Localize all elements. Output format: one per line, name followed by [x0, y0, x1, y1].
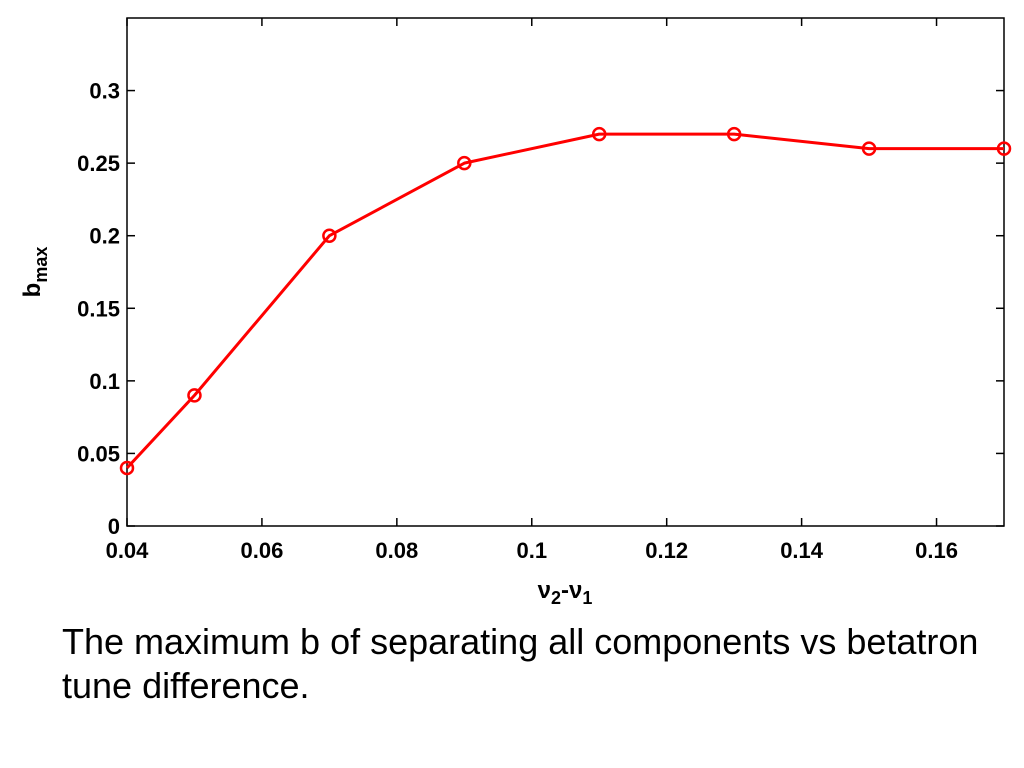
x-tick-label: 0.1 — [516, 538, 547, 563]
x-axis-label: ν2-ν1 — [538, 577, 593, 608]
y-tick-label: 0.05 — [77, 441, 120, 466]
data-point — [187, 388, 202, 403]
y-tick-label: 0.3 — [89, 79, 120, 104]
series-line — [125, 132, 1004, 469]
x-tick-label: 0.04 — [106, 538, 150, 563]
x-tick-label: 0.06 — [241, 538, 284, 563]
data-point — [861, 141, 877, 156]
x-axis: 0.04 0.06 0.08 0.1 0.12 0.14 0.16 — [106, 18, 958, 563]
line-chart: 00.050.10.150.20.250.3 0.04 0.06 0.08 0.1 0.… — [19, 17, 1012, 608]
y-axis-label: bmax — [19, 247, 51, 298]
x-label-sub-2: 1 — [582, 588, 592, 608]
data-point — [591, 126, 607, 142]
y-label-base: b — [19, 283, 46, 298]
data-point — [996, 141, 1012, 156]
x-label-base-1: ν — [538, 577, 551, 604]
y-tick-label: 0.1 — [89, 369, 120, 394]
y-axis: 0 0.05 0.1 0.15 0.2 0.25 0.3 — [77, 79, 1004, 539]
x-tick-label: 0.16 — [915, 538, 958, 563]
y-tick-label: 0.15 — [77, 296, 120, 321]
data-point — [457, 155, 472, 171]
data-point — [726, 126, 742, 142]
y-tick-label: 0.2 — [89, 224, 120, 249]
data-point — [322, 228, 337, 243]
y-tick-label: 0 — [108, 514, 120, 539]
y-label-sub: max — [31, 247, 51, 283]
plot-area — [126, 17, 1005, 527]
x-tick-label: 0.12 — [645, 538, 688, 563]
x-tick-label: 0.14 — [780, 538, 824, 563]
y-tick-label: 0.25 — [77, 151, 120, 176]
x-label-sub-1: 2 — [551, 588, 561, 608]
figure-caption: The maximum b of separating all componen… — [62, 621, 979, 706]
data-point — [119, 460, 135, 476]
series-markers — [119, 126, 1012, 476]
x-tick-label: 0.08 — [375, 538, 418, 563]
x-label-mid: -ν — [561, 577, 582, 604]
